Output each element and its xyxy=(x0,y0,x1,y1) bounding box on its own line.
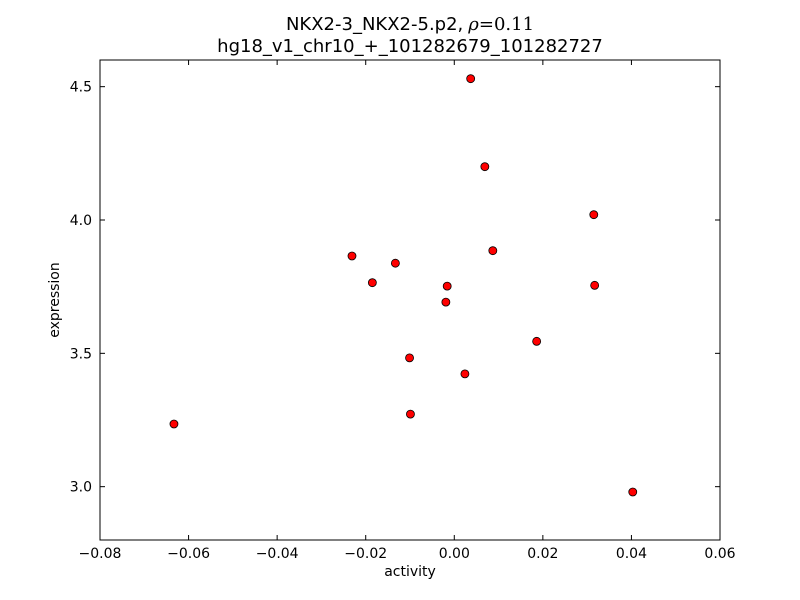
plot-area xyxy=(100,60,720,540)
y-axis-label: expression xyxy=(47,262,63,338)
x-tick-label: −0.06 xyxy=(167,546,210,562)
x-tick-label: −0.02 xyxy=(344,546,387,562)
y-tick-label: 3.5 xyxy=(70,346,92,362)
x-tick-label: 0.02 xyxy=(527,546,558,562)
data-point xyxy=(390,258,400,268)
chart-title-rho-symbol: ρ xyxy=(467,14,479,35)
data-point xyxy=(406,409,415,419)
data-point xyxy=(367,278,377,288)
x-tick-label: 0.06 xyxy=(704,546,735,562)
chart-title-rho-value: =0.11 xyxy=(479,14,534,35)
data-points xyxy=(169,74,638,497)
data-point xyxy=(442,281,452,291)
plot-frame xyxy=(99,59,721,541)
x-tick-label: −0.08 xyxy=(79,546,122,562)
data-point xyxy=(466,74,476,84)
x-tick-label: 0.04 xyxy=(616,546,647,562)
data-point xyxy=(480,162,490,172)
chart-title-line1: NKX2-3_NKX2-5.p2, ρ=0.11 xyxy=(286,14,534,35)
data-point xyxy=(589,210,599,220)
data-point xyxy=(169,419,179,429)
x-tick-label: −0.04 xyxy=(256,546,299,562)
data-point xyxy=(532,336,542,346)
y-tick-label: 3.0 xyxy=(70,480,92,496)
x-axis: −0.08 −0.06 −0.04 −0.02 0.00 0.02 0.04 0.06 xyxy=(79,60,736,562)
x-axis-label: activity xyxy=(384,564,436,580)
data-point xyxy=(628,487,638,497)
chart-title-prefix: NKX2-3_NKX2-5.p2, xyxy=(286,14,463,35)
data-point xyxy=(347,251,357,261)
chart-title-line2: hg18_v1_chr10_+_101282679_101282727 xyxy=(217,36,603,57)
y-tick-label: 4.0 xyxy=(70,213,92,229)
x-tick-label: 0.00 xyxy=(439,546,470,562)
y-axis: 3.0 3.5 4.0 4.5 xyxy=(70,80,720,496)
data-point xyxy=(460,369,470,379)
data-point xyxy=(405,353,414,363)
data-point xyxy=(441,297,451,307)
data-point xyxy=(590,280,600,290)
y-tick-label: 4.5 xyxy=(70,80,92,96)
data-point xyxy=(488,246,498,256)
